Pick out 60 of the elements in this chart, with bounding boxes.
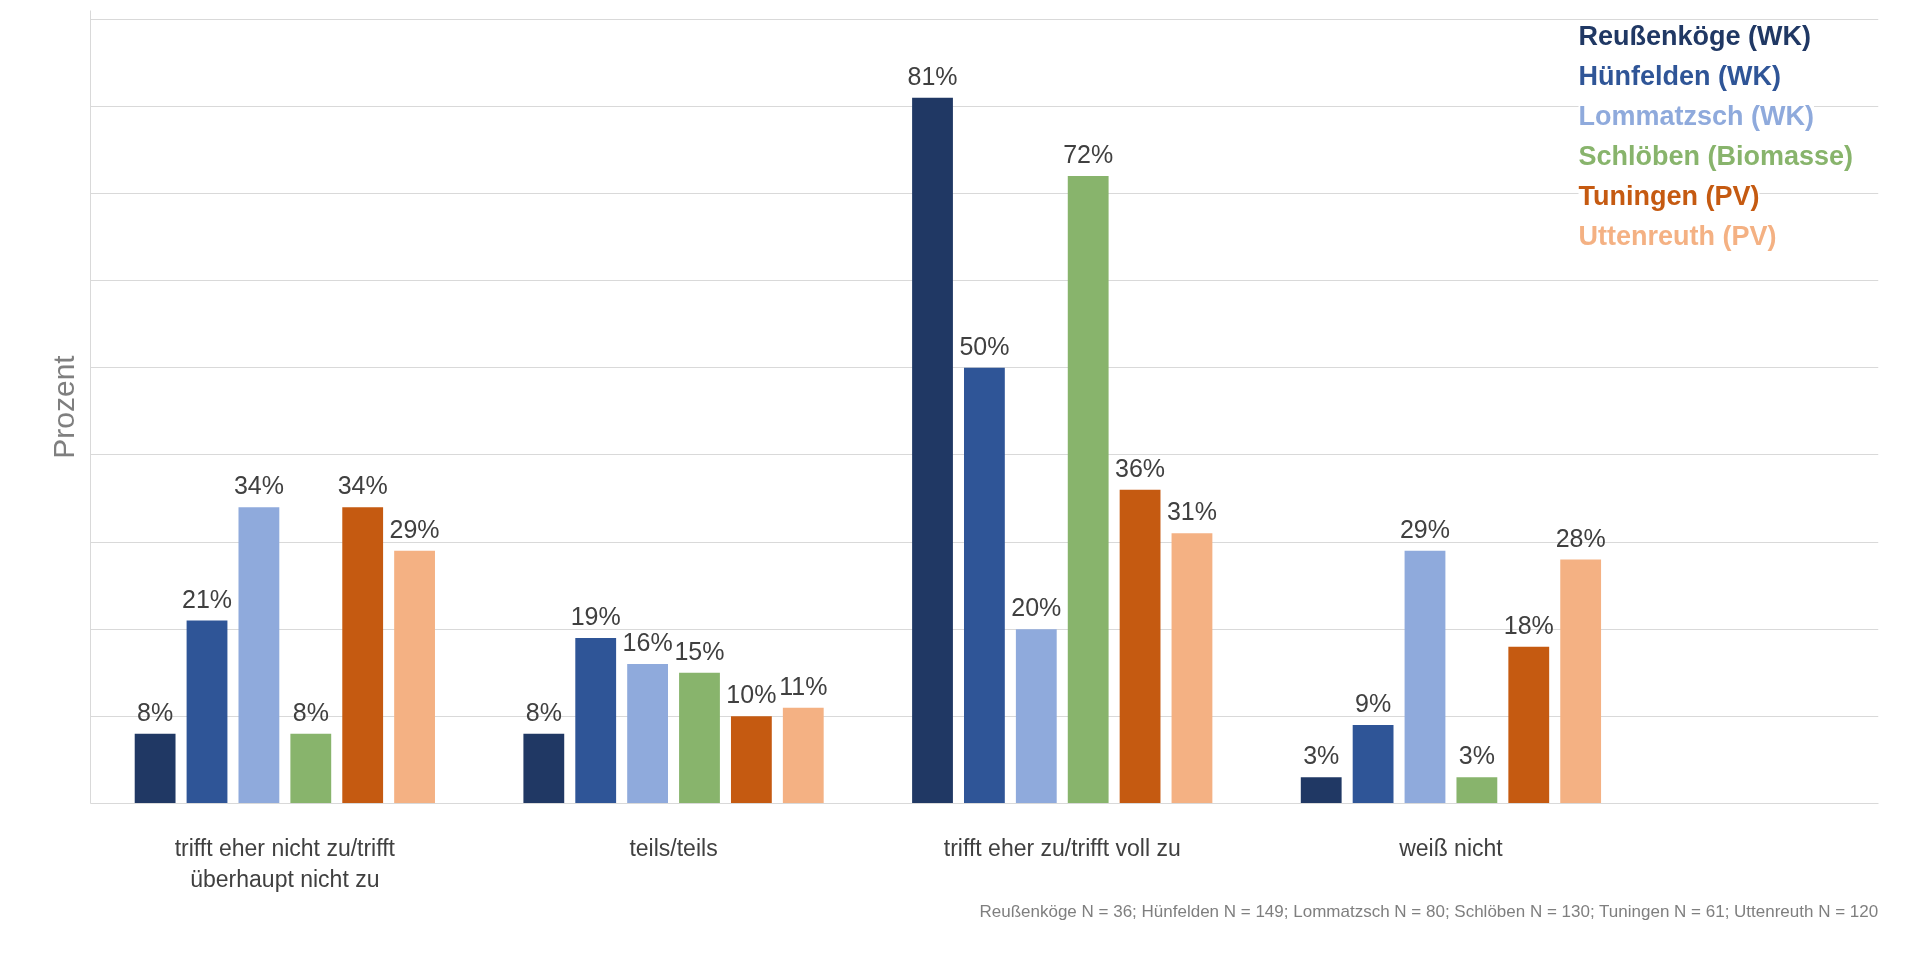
text: Reußenköge (WK) [1578, 20, 1811, 51]
data-label: 19% [570, 601, 621, 630]
data-label: 10% [726, 680, 777, 709]
bar [679, 672, 720, 804]
data-label: 9% [1355, 689, 1392, 718]
data-label: 21% [181, 584, 233, 613]
bar [134, 733, 176, 804]
data-label: 29% [1399, 514, 1451, 543]
bar [964, 367, 1005, 804]
text: Tuningen (PV) [1578, 180, 1760, 211]
data-label: 3% [1458, 741, 1495, 770]
data-label: 15% [674, 636, 725, 665]
data-label: 50% [959, 331, 1010, 360]
data-label: 8% [292, 697, 329, 726]
data-label: 72% [1063, 140, 1114, 169]
bar [186, 620, 228, 804]
data-label: 34% [337, 471, 388, 500]
x-tick-label: teils/teils [629, 834, 718, 861]
text: Lommatzsch (WK) [1578, 100, 1814, 131]
bar [1119, 489, 1161, 804]
bar [912, 97, 953, 804]
data-label: 29% [389, 514, 440, 543]
x-tick-label: trifft eher nicht zu/trifft überhaupt nicht zu [174, 834, 396, 892]
bar [1067, 176, 1109, 804]
bar [523, 733, 565, 804]
data-label: 3% [1303, 741, 1340, 770]
data-label: 28% [1555, 523, 1606, 552]
bar [1352, 725, 1394, 804]
bar [1508, 646, 1550, 804]
bar [394, 550, 435, 804]
bar [730, 716, 772, 804]
x-tick-label: trifft eher zu/trifft voll zu [943, 834, 1181, 861]
bar [627, 664, 668, 804]
bar [575, 637, 617, 804]
text: Hünfelden (WK) [1578, 60, 1781, 91]
bar [782, 707, 824, 804]
data-label: 8% [137, 697, 174, 726]
bar [1015, 629, 1057, 804]
bar [1300, 777, 1342, 804]
bar [1560, 559, 1602, 804]
bar [1171, 533, 1213, 804]
data-label: 11% [779, 671, 828, 700]
data-label: 31% [1166, 497, 1217, 526]
bar [342, 507, 384, 804]
text: Uttenreuth (PV) [1578, 220, 1777, 251]
bar [1404, 550, 1446, 804]
data-label: 8% [525, 697, 562, 726]
data-label: 20% [1011, 593, 1062, 622]
bar [1456, 777, 1498, 804]
bar [238, 507, 280, 804]
data-label: 36% [1115, 453, 1166, 482]
text: Schlöben (Biomasse) [1578, 140, 1854, 171]
data-label: 18% [1503, 610, 1554, 639]
text: Reußenköge N = 36; Hünfelden N = 149; Lommatzsch N = 80; Schlöben N = 130; Tuningen N = 61; Uttenreuth N = 120 [979, 901, 1879, 921]
y-axis-title: Prozent [46, 354, 80, 459]
bar [290, 733, 332, 804]
x-tick-label: weiß nicht [1398, 834, 1504, 861]
data-label: 16% [622, 628, 673, 657]
data-label: 81% [907, 61, 958, 90]
data-label: 34% [233, 471, 284, 500]
